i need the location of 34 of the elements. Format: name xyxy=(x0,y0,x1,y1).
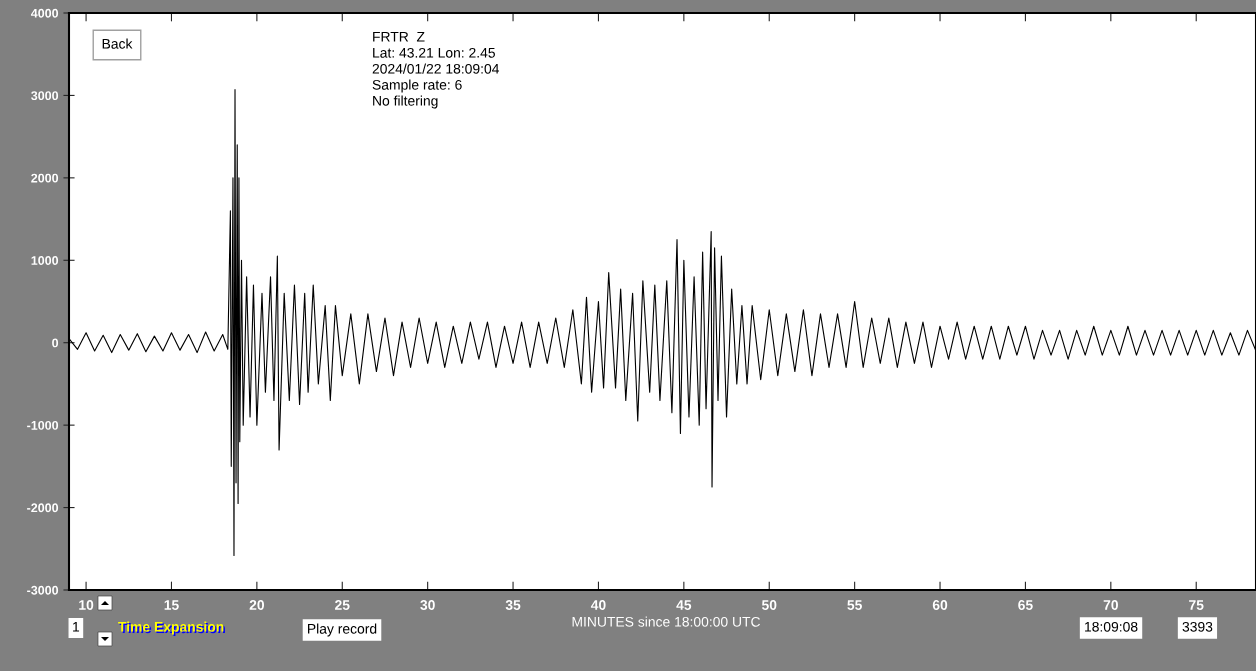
x-tick-label: 45 xyxy=(676,600,692,610)
x-tick-label: 20 xyxy=(249,600,265,610)
x-tick-label: 15 xyxy=(164,600,179,610)
y-tick-label: 4000 xyxy=(30,8,59,18)
annotation: 2024/01/22 18:09:04 xyxy=(372,63,500,74)
x-tick-label: 55 xyxy=(847,600,862,610)
y-tick-label: -2000 xyxy=(27,503,59,513)
text: Time Expansion xyxy=(118,621,224,635)
text: 18:09:08 xyxy=(1085,621,1138,632)
y-tick-label: -1000 xyxy=(27,420,59,430)
y-tick-label: -3000 xyxy=(27,585,59,595)
text: FRTR Z xyxy=(373,32,425,42)
x-tick-label: 60 xyxy=(932,600,948,610)
annotation: Lat: 43.21 Lon: 2.45 xyxy=(373,47,495,58)
x-tick-label: 25 xyxy=(335,600,350,610)
x-axis-title: MINUTES since 18:00:00 UTC xyxy=(572,616,761,627)
y-tick-label: 0 xyxy=(52,338,59,348)
annotation: Back xyxy=(102,38,133,49)
text: 3393 xyxy=(1182,621,1213,632)
x-tick-label: 70 xyxy=(1103,600,1118,610)
text: 1 xyxy=(73,622,80,632)
annotation: No filtering xyxy=(373,95,438,109)
text: Play record xyxy=(308,623,377,637)
x-tick-label: 40 xyxy=(590,600,606,610)
x-tick-label: 35 xyxy=(505,600,521,610)
x-tick-label: 65 xyxy=(1018,600,1033,610)
y-tick-label: 3000 xyxy=(31,91,59,101)
x-tick-label: 10 xyxy=(79,600,94,610)
x-tick-label: 30 xyxy=(420,600,435,610)
y-tick-label: 2000 xyxy=(31,173,59,183)
y-tick-label: 1000 xyxy=(31,256,59,265)
x-tick-label: 75 xyxy=(1189,600,1204,610)
annotation: Sample rate: 6 xyxy=(372,79,462,93)
x-tick-label: 50 xyxy=(761,600,777,610)
